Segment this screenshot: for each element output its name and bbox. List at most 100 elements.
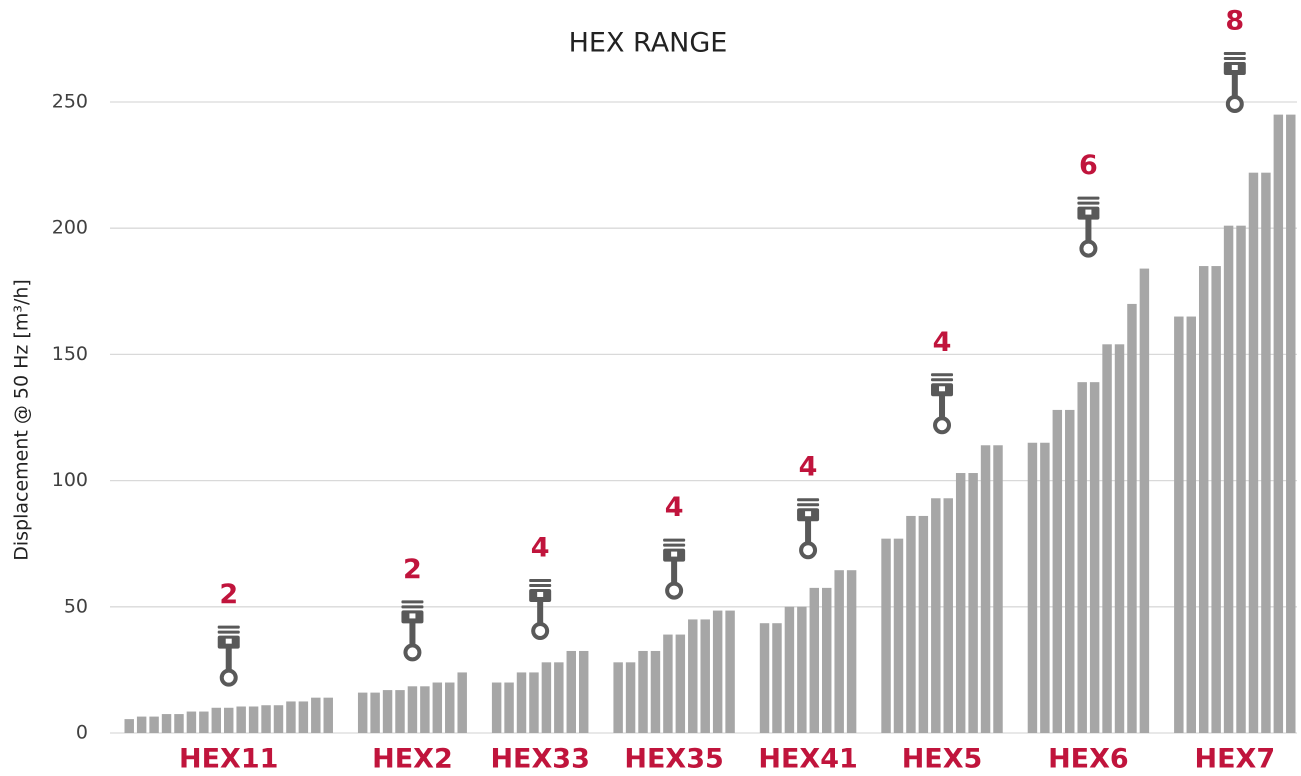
- bar: [1077, 382, 1087, 733]
- piston-eye: [403, 643, 422, 662]
- piston-ring: [663, 538, 686, 542]
- y-tick-label: 100: [52, 469, 88, 491]
- piston-ring: [529, 578, 552, 582]
- piston-icon: [797, 498, 820, 560]
- bar: [323, 697, 333, 733]
- cylinder-count: 2: [403, 554, 422, 585]
- piston-eye: [665, 581, 684, 600]
- bar: [822, 587, 832, 733]
- bar: [797, 606, 807, 733]
- bar: [261, 705, 271, 733]
- cylinder-count: 6: [1079, 150, 1098, 181]
- bar: [893, 538, 904, 733]
- bar: [224, 707, 234, 733]
- group-label: HEX6: [1048, 744, 1129, 775]
- bar: [993, 445, 1003, 733]
- bar: [772, 623, 782, 733]
- bar: [370, 692, 380, 733]
- bar: [516, 672, 527, 733]
- piston-pin: [537, 591, 544, 597]
- piston-ring: [1223, 57, 1246, 60]
- piston-pin: [805, 511, 812, 517]
- piston-rod: [225, 647, 232, 676]
- bar: [248, 706, 259, 733]
- piston-ring: [401, 600, 424, 604]
- bar: [286, 701, 296, 733]
- piston-ring: [797, 498, 820, 502]
- bar: [432, 682, 443, 733]
- piston-pin: [1085, 209, 1092, 215]
- bar: [1273, 114, 1284, 734]
- piston-pin: [939, 386, 946, 392]
- y-tick-label: 50: [64, 595, 88, 617]
- piston-rod: [537, 600, 544, 629]
- bar: [784, 606, 795, 733]
- group-label: HEX41: [758, 744, 857, 775]
- bar: [1127, 303, 1137, 733]
- piston-pin: [1231, 65, 1238, 70]
- bar: [846, 570, 857, 733]
- bar: [420, 686, 430, 733]
- piston-rod: [1085, 218, 1092, 247]
- piston-ring: [663, 543, 686, 547]
- group-label: HEX33: [490, 744, 589, 775]
- bar: [199, 711, 209, 733]
- bar: [1052, 409, 1063, 733]
- bar: [980, 445, 991, 733]
- bar: [725, 610, 735, 733]
- y-tick-label: 200: [52, 217, 88, 239]
- cylinder-count: 4: [799, 452, 818, 483]
- bar: [211, 707, 222, 733]
- bar: [445, 682, 455, 733]
- piston-icon: [217, 625, 240, 687]
- bar: [311, 697, 321, 733]
- bar: [650, 650, 661, 733]
- bar: [1248, 172, 1259, 733]
- cylinder-count: 4: [531, 532, 550, 563]
- bar: [625, 662, 636, 733]
- bar: [1223, 225, 1234, 733]
- bar: [554, 662, 564, 733]
- piston-pin: [225, 638, 232, 644]
- bar: [663, 634, 673, 733]
- bar: [638, 650, 648, 733]
- piston-rod: [939, 395, 946, 424]
- chart-title: HEX RANGE: [569, 28, 728, 59]
- bar: [1114, 344, 1125, 733]
- piston-icon: [931, 373, 954, 435]
- bar: [688, 619, 698, 733]
- piston-rod: [671, 560, 678, 589]
- y-axis-label: Displacement @ 50 Hz [m³/h]: [11, 279, 33, 561]
- piston-ring: [1077, 196, 1100, 200]
- piston-eye: [531, 621, 550, 640]
- piston-rod: [1231, 74, 1238, 102]
- bar: [1139, 268, 1150, 733]
- piston-ring: [1223, 52, 1246, 55]
- bar: [529, 672, 539, 733]
- piston-ring: [931, 378, 954, 382]
- bar: [1102, 344, 1112, 733]
- piston-eye: [799, 541, 818, 560]
- bar: [1065, 409, 1075, 733]
- bar: [1027, 442, 1038, 733]
- bar: [174, 714, 184, 733]
- bar: [1286, 114, 1296, 734]
- bar: [955, 473, 966, 733]
- piston-rod: [409, 622, 416, 651]
- bar: [1186, 316, 1196, 733]
- bar: [161, 714, 172, 733]
- y-tick-label: 0: [76, 722, 88, 744]
- bar: [407, 686, 418, 733]
- bar: [395, 690, 405, 733]
- piston-rod: [805, 520, 812, 549]
- bar: [1198, 266, 1209, 733]
- bar: [273, 705, 284, 733]
- bar: [382, 690, 393, 733]
- y-tick-label: 150: [52, 343, 88, 365]
- cylinder-count: 2: [219, 579, 238, 610]
- bar: [1089, 382, 1100, 733]
- piston-ring: [401, 605, 424, 609]
- piston-icon: [663, 538, 686, 600]
- piston-pin: [671, 551, 678, 557]
- bar: [931, 498, 941, 733]
